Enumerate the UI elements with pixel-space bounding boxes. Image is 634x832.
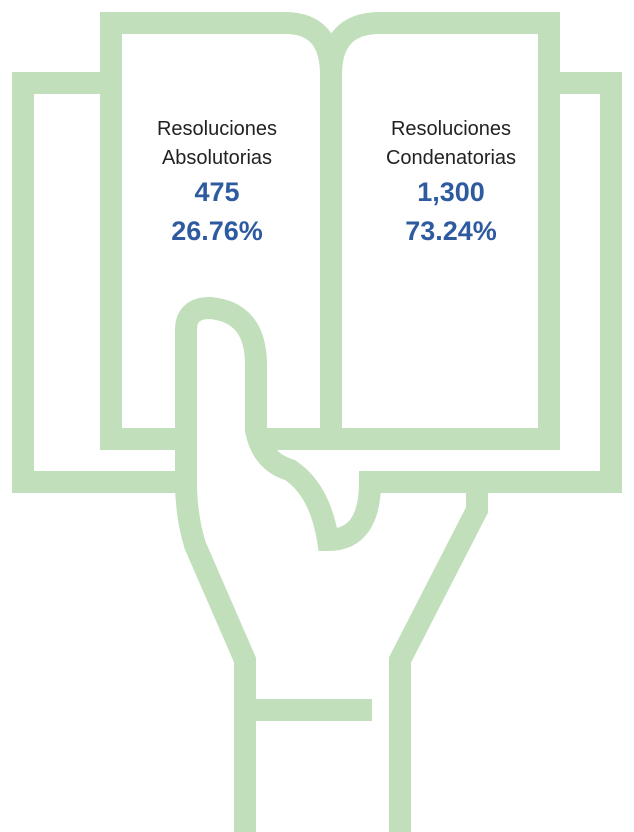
book-hand-icon [23, 23, 611, 832]
infographic: Resoluciones Absolutorias 475 26.76% Res… [0, 0, 634, 832]
count: 475 [194, 177, 239, 207]
label: Condenatorias [386, 147, 516, 169]
percent: 26.76% [171, 216, 263, 246]
label: Resoluciones [157, 118, 277, 140]
label: Resoluciones [391, 118, 511, 140]
right-cover [370, 83, 611, 482]
percent: 73.24% [405, 216, 497, 246]
count: 1,300 [417, 177, 485, 207]
label: Absolutorias [162, 147, 272, 169]
